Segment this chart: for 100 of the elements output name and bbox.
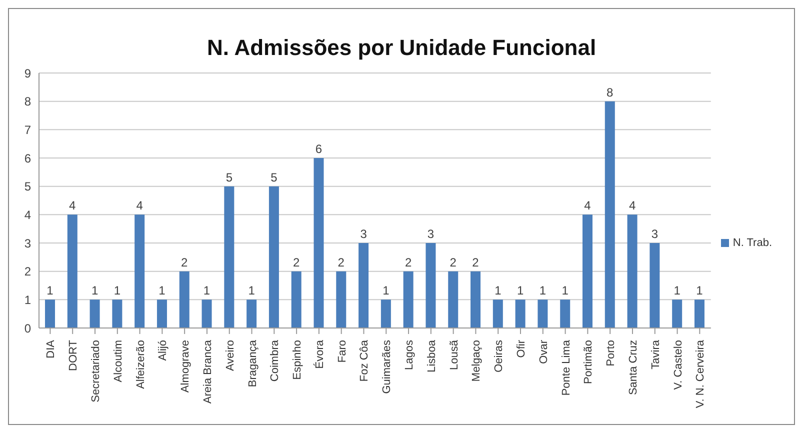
- bar: [627, 214, 638, 328]
- x-tick-label: Melgaço: [470, 340, 483, 382]
- bar: [470, 271, 481, 328]
- bar: [67, 214, 78, 328]
- bar: [560, 300, 570, 328]
- data-label: 2: [450, 255, 457, 270]
- data-label: 2: [338, 255, 345, 270]
- x-tick-label: Porto: [605, 340, 618, 366]
- bar: [134, 214, 145, 328]
- bar: [291, 271, 302, 328]
- data-label: 3: [360, 227, 368, 241]
- data-label: 1: [494, 284, 502, 298]
- data-label: 4: [628, 198, 636, 213]
- data-label: 1: [382, 284, 390, 298]
- x-tick-label: Tavira: [650, 339, 662, 370]
- data-label: 3: [427, 227, 434, 241]
- y-tick-label: 8: [24, 94, 32, 109]
- data-label: 1: [203, 284, 210, 298]
- legend-label: N. Trab.: [732, 236, 772, 248]
- data-label: 2: [293, 255, 300, 270]
- bar: [45, 300, 55, 328]
- x-tick-label: Lousã: [448, 339, 460, 370]
- x-tick-label: Ponte Lima: [560, 339, 572, 396]
- bar: [694, 300, 704, 328]
- x-tick-label: V. Castelo: [672, 340, 684, 390]
- bar: [358, 243, 369, 328]
- x-tick-label: Faro: [336, 340, 348, 363]
- x-tick-label: Bragança: [246, 339, 259, 388]
- y-tick-label: 9: [24, 66, 32, 80]
- y-tick-label: 1: [24, 292, 32, 307]
- bar: [538, 300, 548, 328]
- bar: [672, 300, 682, 328]
- data-label: 1: [562, 284, 569, 298]
- data-label: 1: [114, 284, 121, 298]
- x-tick-label: Santa Cruz: [627, 340, 640, 396]
- data-label: 6: [315, 142, 322, 156]
- bar: [448, 271, 458, 328]
- x-tick-label: DIA: [45, 339, 58, 358]
- x-tick-label: Oeiras: [493, 340, 506, 372]
- x-tick-label: Secretariado: [90, 340, 102, 402]
- bar: [268, 186, 279, 328]
- data-label: 1: [91, 284, 98, 298]
- x-tick-label: Ofir: [516, 340, 528, 358]
- data-label: 1: [46, 284, 54, 298]
- bar: [112, 300, 122, 328]
- bar: [403, 271, 414, 328]
- bar: [582, 214, 592, 328]
- bar: [492, 300, 503, 328]
- data-label: 2: [472, 255, 480, 270]
- data-label: 4: [584, 198, 592, 213]
- x-tick-label: Lisboa: [426, 339, 438, 372]
- data-label: 1: [158, 284, 166, 298]
- x-tick-label: Areia Branca: [202, 339, 214, 404]
- bar: [224, 186, 234, 328]
- x-tick-label: Foz Côa: [358, 339, 371, 382]
- x-tick-label: Guimarães: [381, 340, 394, 394]
- bar: [202, 300, 212, 328]
- bar: [246, 300, 257, 328]
- bar: [156, 300, 167, 328]
- data-label: 1: [248, 284, 256, 298]
- data-label: 2: [181, 255, 188, 270]
- data-label: 5: [270, 170, 278, 184]
- y-tick-label: 5: [24, 180, 32, 194]
- x-tick-label: Espinho: [292, 340, 304, 380]
- bar: [515, 300, 526, 328]
- data-label: 2: [404, 255, 412, 270]
- bar: [380, 300, 391, 328]
- y-tick-label: 0: [24, 321, 32, 336]
- data-label: 1: [539, 284, 546, 298]
- bar: [604, 101, 615, 328]
- x-tick-label: Almograve: [180, 340, 192, 393]
- chart-title: N. Admissões por Unidade Funcional: [206, 34, 598, 62]
- data-label: 1: [516, 284, 524, 298]
- y-tick-label: 7: [24, 122, 32, 137]
- y-tick-label: 3: [24, 236, 32, 250]
- x-tick-label: Portimão: [582, 340, 595, 384]
- data-label: 4: [69, 198, 76, 213]
- x-tick-label: Alcoutim: [112, 340, 124, 382]
- data-label: 8: [606, 85, 614, 100]
- x-tick-label: V. N. Cerveira: [694, 339, 707, 408]
- x-tick-label: DORT: [68, 340, 80, 371]
- data-label: 1: [696, 284, 704, 298]
- x-tick-label: Alfeizerão: [134, 340, 147, 389]
- x-tick-label: Évora: [312, 339, 326, 369]
- data-label: 4: [136, 198, 144, 213]
- y-tick-label: 2: [24, 264, 32, 279]
- data-label: 5: [226, 170, 233, 184]
- data-label: 1: [674, 284, 681, 298]
- bar: [314, 158, 324, 328]
- y-tick-label: 6: [24, 151, 32, 166]
- bar: [179, 271, 190, 328]
- x-tick-label: Ovar: [538, 340, 550, 364]
- x-tick-label: Aveiro: [224, 340, 236, 371]
- y-tick-label: 4: [24, 208, 32, 222]
- x-tick-label: Coimbra: [269, 339, 282, 382]
- x-tick-label: Lagos: [404, 340, 416, 370]
- bar: [336, 271, 346, 328]
- x-tick-label: Alijó: [157, 340, 170, 361]
- bar: [90, 300, 100, 328]
- bar: [650, 243, 660, 328]
